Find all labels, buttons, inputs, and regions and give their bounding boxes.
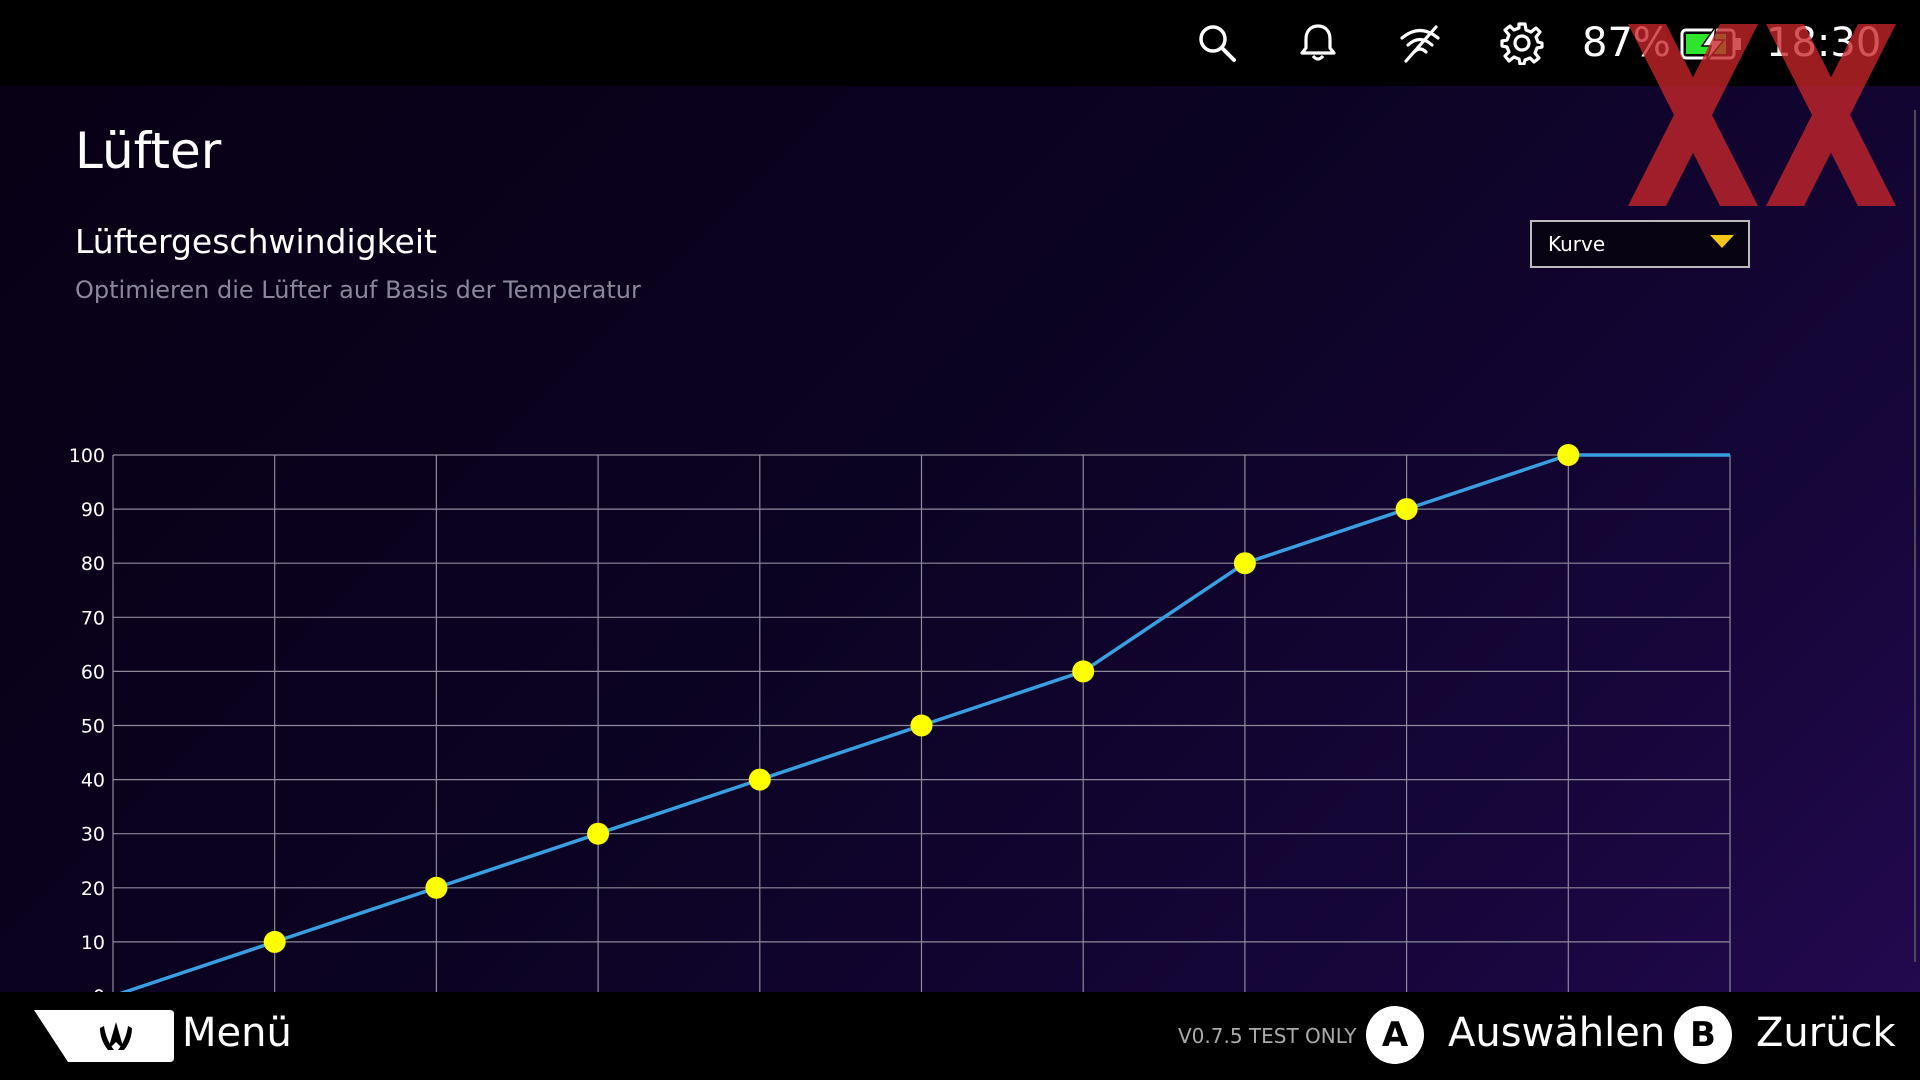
- y-tick-label: 20: [81, 878, 105, 900]
- select-button-label[interactable]: Auswählen: [1448, 1010, 1666, 1056]
- search-icon[interactable]: [1192, 18, 1242, 68]
- battery-percent: 87%: [1582, 20, 1671, 66]
- curve-control-point[interactable]: [1233, 552, 1256, 575]
- fan-mode-dropdown[interactable]: Kurve: [1530, 220, 1750, 268]
- control-points-layer[interactable]: [263, 444, 1580, 953]
- chevron-down-icon: [1710, 235, 1734, 248]
- curve-control-point[interactable]: [425, 876, 448, 899]
- y-tick-label: 50: [81, 716, 105, 738]
- bell-icon[interactable]: [1293, 18, 1343, 68]
- fan-settings-panel: Lüfter Lüftergeschwindigkeit Optimieren …: [0, 86, 1920, 1039]
- button-b-icon[interactable]: B: [1674, 1006, 1732, 1064]
- y-tick-label: 100: [69, 445, 105, 467]
- fan-curve-chart[interactable]: 0102030405060708090100010203040506070809…: [0, 346, 1920, 1066]
- curve-control-point[interactable]: [263, 930, 286, 953]
- y-tick-label: 40: [81, 770, 105, 792]
- curve-control-point[interactable]: [1557, 444, 1580, 466]
- y-tick-label: 70: [81, 607, 105, 629]
- button-a-icon[interactable]: A: [1366, 1006, 1424, 1064]
- back-button-label[interactable]: Zurück: [1756, 1010, 1896, 1056]
- curve-control-point[interactable]: [748, 768, 771, 791]
- clock: 18:30: [1766, 20, 1882, 66]
- menu-label[interactable]: Menü: [182, 1010, 292, 1056]
- fan-mode-value: Kurve: [1548, 232, 1606, 256]
- page-title: Lüfter: [75, 122, 222, 180]
- menu-button[interactable]: [34, 1010, 174, 1062]
- version-label: V0.7.5 TEST ONLY: [1178, 1024, 1357, 1048]
- battery-charging-icon: [1680, 26, 1741, 62]
- rog-logo-icon: [100, 1022, 132, 1050]
- curve-control-point[interactable]: [1395, 498, 1418, 521]
- section-title: Lüftergeschwindigkeit: [75, 222, 437, 261]
- chart-axis-labels: 0102030405060708090100010203040506070809…: [69, 445, 1748, 1039]
- wifi-off-icon[interactable]: [1395, 18, 1445, 68]
- y-tick-label: 80: [81, 553, 105, 575]
- scrollbar[interactable]: [1914, 110, 1916, 962]
- status-bar: 87% 18:30: [0, 0, 1920, 86]
- gear-icon[interactable]: [1497, 18, 1547, 68]
- section-subtitle: Optimieren die Lüfter auf Basis der Temp…: [75, 276, 641, 304]
- fan-curve-svg[interactable]: 0102030405060708090100010203040506070809…: [0, 346, 1920, 1066]
- curve-control-point[interactable]: [587, 822, 610, 845]
- curve-control-point[interactable]: [1072, 660, 1095, 683]
- y-tick-label: 30: [81, 824, 105, 846]
- curve-control-point[interactable]: [910, 714, 933, 737]
- y-tick-label: 60: [81, 661, 105, 683]
- y-tick-label: 10: [81, 932, 105, 954]
- bottom-bar: Menü V0.7.5 TEST ONLY A Auswählen B Zurü…: [0, 992, 1920, 1080]
- y-tick-label: 90: [81, 499, 105, 521]
